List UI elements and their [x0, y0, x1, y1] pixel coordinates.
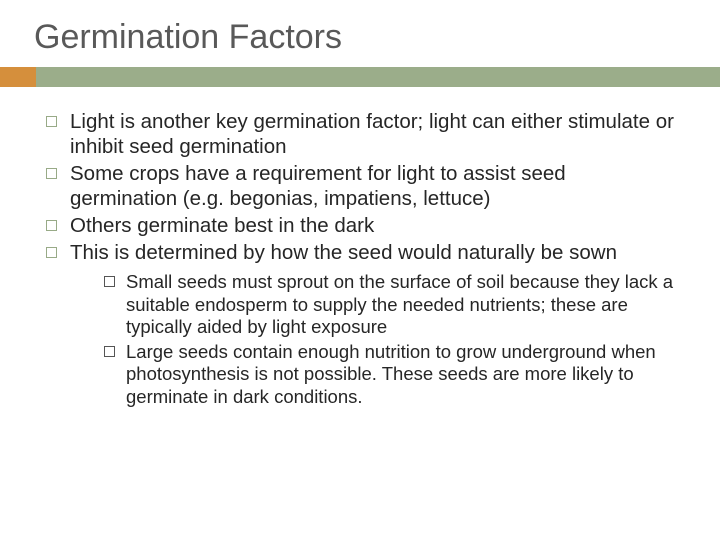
main-bullet: This is determined by how the seed would…: [44, 240, 676, 265]
slide-title: Germination Factors: [0, 0, 720, 67]
main-bullet: Others germinate best in the dark: [44, 213, 676, 238]
main-bullet-list: Light is another key germination factor;…: [44, 109, 676, 265]
main-bullet: Some crops have a requirement for light …: [44, 161, 676, 211]
sub-bullet: Large seeds contain enough nutrition to …: [102, 341, 676, 409]
slide-content: Light is another key germination factor;…: [0, 87, 720, 408]
sub-bullet: Small seeds must sprout on the surface o…: [102, 271, 676, 339]
main-bullet: Light is another key germination factor;…: [44, 109, 676, 159]
accent-bar: [0, 67, 720, 87]
accent-bar-orange: [0, 67, 36, 87]
sub-bullet-list: Small seeds must sprout on the surface o…: [44, 271, 676, 408]
accent-bar-green: [0, 67, 720, 87]
